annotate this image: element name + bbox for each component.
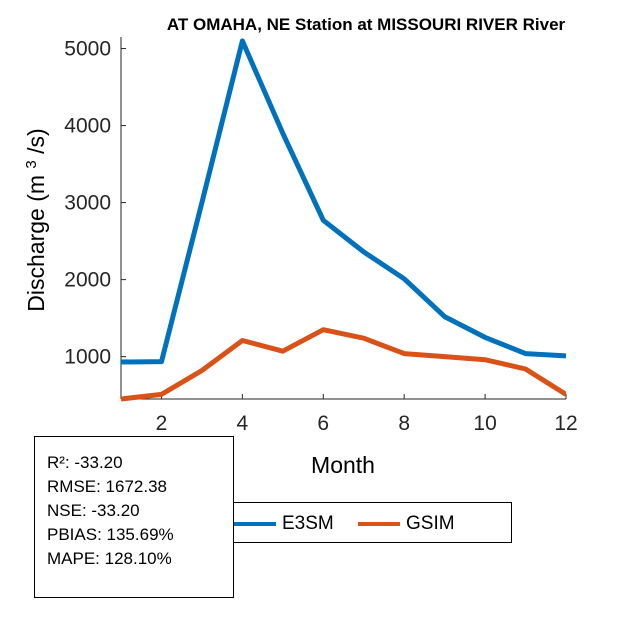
x-tick-label: 2 (156, 412, 168, 435)
x-tick-label: 4 (237, 412, 249, 435)
metrics-box: R²: -33.20 RMSE: 1672.38 NSE: -33.20 PBI… (34, 436, 234, 598)
y-tick-label: 4000 (64, 115, 111, 138)
pbias-stat: PBIAS: 135.69% (47, 525, 174, 544)
rmse-stat: RMSE: 1672.38 (47, 477, 168, 496)
nse-stat: NSE: -33.20 (47, 501, 140, 520)
legend-item-gsim: GSIM (358, 503, 455, 544)
chart-title: AT OMAHA, NE Station at MISSOURI RIVER R… (167, 15, 566, 34)
x-tick-label: 12 (554, 412, 577, 435)
y-axis-label: Discharge (m 3 /s) (23, 128, 50, 311)
x-tick-label: 8 (398, 412, 410, 435)
series-line-gsim (121, 327, 566, 402)
plot-area: 2 4 6 8 10 12 1000 2000 3000 4000 5000 (64, 37, 578, 435)
y-axis-label-main: Discharge (m (23, 175, 49, 312)
legend-swatch-gsim (358, 521, 400, 526)
x-tick-label: 10 (473, 412, 496, 435)
y-tick-label: 5000 (64, 38, 111, 61)
mape-stat: MAPE: 128.10% (47, 549, 172, 568)
series-line-e3sm (121, 38, 566, 365)
legend-item-e3sm: E3SM (234, 503, 334, 544)
y-tick-label: 2000 (64, 269, 111, 292)
x-tick-label: 6 (317, 412, 329, 435)
r-squared-stat: R²: -33.20 (47, 453, 123, 472)
y-tick-label: 1000 (64, 346, 111, 369)
x-axis-label: Month (311, 452, 375, 478)
y-axis-label-units: /s) (23, 128, 49, 154)
chart-legend: E3SM GSIM (234, 502, 512, 543)
y-axis-label-superscript: 3 (23, 160, 40, 168)
legend-label-gsim: GSIM (406, 512, 455, 534)
legend-label-e3sm: E3SM (282, 512, 334, 534)
y-tick-label: 3000 (64, 192, 111, 215)
legend-swatch-e3sm (234, 521, 276, 526)
